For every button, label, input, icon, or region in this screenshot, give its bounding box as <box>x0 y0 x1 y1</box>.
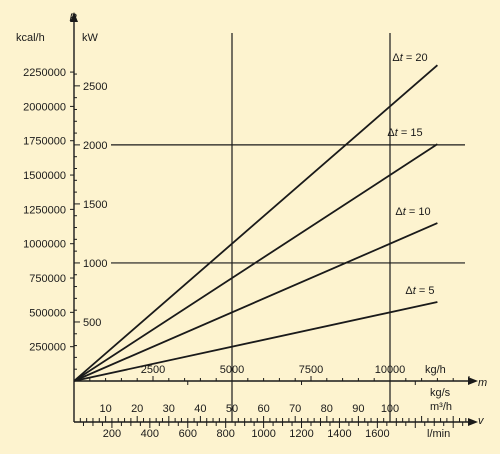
x-lmin-tick-label: 1200 <box>289 428 313 440</box>
series-lines: Δt = 20 Δt = 15 Δt = 10 Δt = 5 <box>73 52 438 382</box>
m-axis-arrow <box>468 377 478 385</box>
y-axis-kcal-unit: kcal/h <box>16 32 45 44</box>
series-label: Δt = 15 <box>387 127 422 139</box>
x-lmin-tick-label: 1400 <box>327 428 351 440</box>
x-m3h-tick-label: 20 <box>131 403 143 415</box>
axes <box>70 12 478 426</box>
series-line <box>73 64 438 382</box>
x-lmin-tick-label: 600 <box>179 428 197 440</box>
y-kcal-tick-label: 1000000 <box>23 239 66 251</box>
y-kcal-tick-label: 2250000 <box>23 67 66 79</box>
axis-titles: P kcal/h kW m v kg/h kg/s m³/h l/min <box>16 12 487 440</box>
v-axis-arrow <box>468 418 478 426</box>
x-axis-kgh-unit: kg/h <box>425 364 446 376</box>
reference-lines <box>111 33 465 422</box>
x-axis-kgs-unit: kg/s <box>430 387 451 399</box>
x-m3h-tick-label: 10 <box>99 403 111 415</box>
y-axis-kw-unit: kW <box>82 32 99 44</box>
tick-marks <box>70 71 470 428</box>
y-axis-symbol: P <box>69 12 77 24</box>
y-kw-tick-label: 2000 <box>83 140 107 152</box>
x-m3h-tick-label: 100 <box>381 403 399 415</box>
y-kcal-tick-label: 500000 <box>29 307 66 319</box>
series-line <box>73 143 438 382</box>
x-lmin-tick-label: 800 <box>217 428 235 440</box>
series-line <box>73 222 438 382</box>
tick-labels: 250000 500000 750000 1000000 1250000 1500000 1… <box>23 67 406 440</box>
x-lmin-tick-label: 1600 <box>365 428 389 440</box>
x-m3h-tick-label: 80 <box>321 403 333 415</box>
x-axis-symbol-v: v <box>478 415 485 427</box>
y-kcal-tick-label: 750000 <box>29 273 66 285</box>
x-m3h-tick-label: 70 <box>289 403 301 415</box>
y-kcal-tick-label: 1250000 <box>23 204 66 216</box>
x-lmin-tick-label: 400 <box>141 428 159 440</box>
x-kgh-tick-label: 7500 <box>299 364 323 376</box>
y-kcal-tick-label: 1750000 <box>23 136 66 148</box>
series-line <box>73 301 438 382</box>
x-lmin-tick-label: 200 <box>103 428 121 440</box>
y-kw-tick-label: 1500 <box>83 199 107 211</box>
y-axis-arrow <box>70 12 78 22</box>
x-axis-lmin-unit: l/min <box>427 428 450 440</box>
x-m3h-tick-label: 50 <box>226 403 238 415</box>
y-kw-tick-label: 1000 <box>83 258 107 270</box>
series-label: Δt = 10 <box>395 206 430 218</box>
y-kcal-tick-label: 250000 <box>29 342 66 354</box>
x-kgh-tick-label: 2500 <box>141 364 165 376</box>
y-kw-tick-label: 2500 <box>83 81 107 93</box>
x-axis-symbol-m: m <box>478 377 487 389</box>
x-kgh-tick-label: 5000 <box>220 364 244 376</box>
x-m3h-tick-label: 60 <box>257 403 269 415</box>
y-kcal-tick-label: 2000000 <box>23 101 66 113</box>
series-label: Δt = 20 <box>392 52 427 64</box>
y-kcal-tick-label: 1500000 <box>23 170 66 182</box>
x-lmin-tick-label: 1000 <box>251 428 275 440</box>
x-m3h-tick-label: 40 <box>194 403 206 415</box>
series-label: Δt = 5 <box>405 285 434 297</box>
x-m3h-tick-label: 90 <box>352 403 364 415</box>
x-m3h-tick-label: 30 <box>163 403 175 415</box>
x-kgh-tick-label: 10000 <box>375 364 406 376</box>
x-axis-m3h-unit: m³/h <box>430 401 452 413</box>
y-kw-tick-label: 500 <box>83 317 101 329</box>
